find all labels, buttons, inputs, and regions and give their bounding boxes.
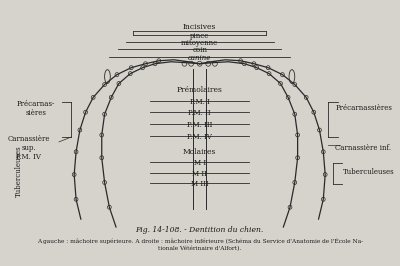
Text: M III: M III (191, 180, 208, 188)
Text: Carnassière inf.: Carnassière inf. (335, 144, 391, 152)
Text: Précarnassières: Précarnassières (336, 104, 393, 112)
Text: M II: M II (192, 169, 207, 178)
Text: Carnassière
sup.
P.M. IV: Carnassière sup. P.M. IV (7, 135, 50, 161)
Text: M I: M I (194, 159, 206, 167)
Text: pince: pince (190, 32, 209, 40)
Text: P.M. IV: P.M. IV (187, 133, 212, 141)
Text: Fig. 14-108. - Dentition du chien.: Fig. 14-108. - Dentition du chien. (136, 226, 264, 234)
Text: mitoyenne: mitoyenne (181, 39, 218, 47)
Text: Incisives: Incisives (183, 23, 216, 31)
Text: Molaires: Molaires (183, 148, 216, 156)
Text: canine: canine (188, 54, 211, 62)
Text: Précarnas-
sières: Précarnas- sières (17, 100, 55, 117)
Text: Tuberculeuses: Tuberculeuses (343, 168, 395, 176)
Text: P.M. I: P.M. I (190, 98, 210, 106)
Text: P.M. II: P.M. II (188, 109, 211, 117)
Text: P.M. III: P.M. III (187, 121, 212, 129)
Text: A gauche : mâchoire supérieure. A droite : mâchoire inférieure (Schéma du Servic: A gauche : mâchoire supérieure. A droite… (36, 238, 363, 244)
Text: coin: coin (192, 46, 207, 54)
Text: tionale Vétérinaire d'Alfort).: tionale Vétérinaire d'Alfort). (158, 246, 241, 251)
Text: Tuberculeuses: Tuberculeuses (15, 146, 23, 197)
Text: Prémolaires: Prémolaires (177, 86, 223, 94)
